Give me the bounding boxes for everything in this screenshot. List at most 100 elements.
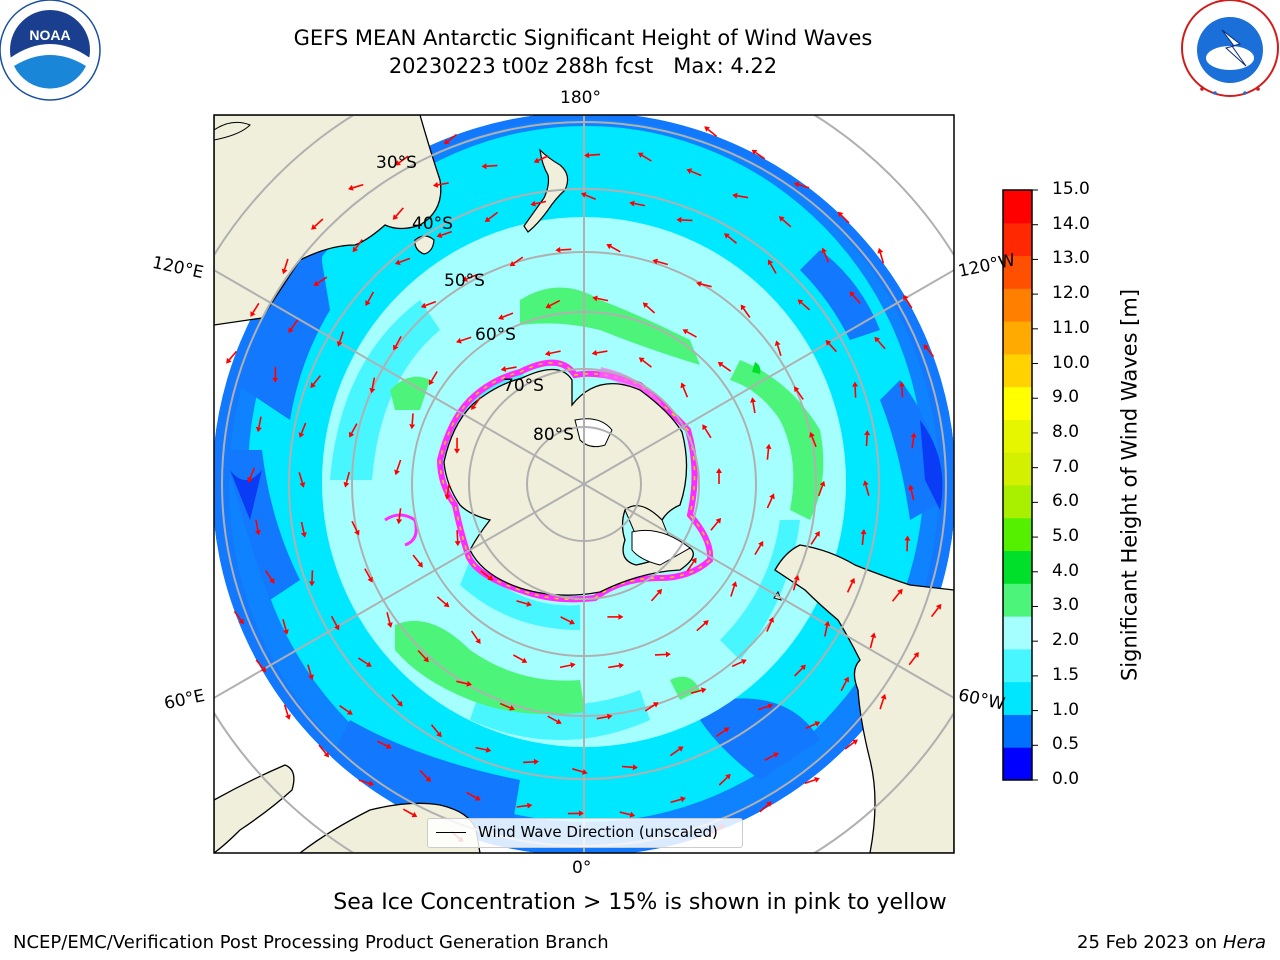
wind-arrow-shaft	[282, 619, 287, 631]
wind-arrow-shaft	[358, 779, 370, 785]
wind-arrow-head	[910, 432, 917, 438]
wind-arrow-head	[255, 529, 261, 536]
wind-arrow-head	[443, 138, 450, 145]
wind-arrow-head	[767, 703, 774, 709]
wind-arrow-head	[527, 802, 533, 809]
wind-arrow-head	[819, 480, 826, 487]
wind-arrow-shaft	[411, 413, 414, 425]
wind-arrow-shaft	[766, 497, 773, 509]
wind-arrow-shaft	[879, 698, 885, 710]
wind-arrow-shaft	[436, 596, 447, 605]
wind-arrow-head	[475, 638, 481, 644]
wind-arrow-shaft	[298, 472, 304, 484]
wind-arrow-shaft	[844, 741, 855, 750]
wind-arrow-head	[686, 168, 693, 174]
wind-arrow-shaft	[650, 592, 660, 602]
wind-arrow-head	[723, 727, 730, 733]
wind-arrow-head	[680, 382, 686, 389]
colorbar-tick-label: 3.0	[1052, 595, 1080, 616]
wind-arrow-head	[837, 211, 844, 218]
wind-arrow-head	[462, 276, 468, 282]
wind-arrow-head	[880, 693, 887, 700]
wind-arrow-head	[825, 340, 832, 346]
wind-arrow-head	[665, 651, 671, 658]
wind-arrow-shaft	[686, 331, 697, 338]
lat-label-80s: 80°S	[533, 425, 574, 445]
wind-arrow-head	[638, 357, 645, 363]
wind-arrow-head	[368, 780, 375, 787]
wind-arrow-head	[570, 662, 576, 668]
colorbar-tick-label: 0.5	[1052, 734, 1080, 755]
noaa-logo: NOAA	[0, 0, 101, 101]
wind-arrow-head	[877, 247, 884, 254]
wind-arrow-head	[903, 294, 909, 301]
wind-arrow-shaft	[596, 350, 608, 354]
wind-arrow-head	[618, 613, 624, 620]
wind-arrow-shaft	[357, 657, 369, 665]
wind-arrow-shaft	[399, 257, 411, 264]
lat-label-40s: 40°S	[412, 214, 453, 234]
wind-arrow-head	[794, 386, 800, 393]
wind-arrow-shaft	[466, 791, 477, 799]
wind-arrow-shaft	[810, 534, 818, 545]
wind-arrow-shaft	[817, 485, 824, 497]
wind-arrow-head	[814, 531, 820, 537]
wind-arrow-head	[700, 687, 707, 694]
colorbar-segment	[1003, 222, 1032, 257]
wind-arrow-head	[569, 619, 575, 625]
wind-arrow-shaft	[314, 218, 324, 227]
wind-arrow-shaft	[905, 298, 913, 309]
wind-arrow-shaft	[766, 621, 773, 632]
wind-arrow-shaft	[727, 235, 738, 244]
wind-arrow-head	[352, 246, 359, 253]
wind-arrow-shaft	[437, 182, 449, 186]
wind-arrow-shaft	[499, 702, 511, 709]
wind-arrow-head	[584, 152, 590, 159]
colorbar-label: Significant Height of Wind Waves [m]	[1117, 288, 1142, 682]
wind-arrow-head	[860, 529, 867, 535]
wind-arrow-shaft	[840, 680, 848, 692]
colorbar-segment	[1003, 583, 1032, 617]
wind-arrow-shaft	[345, 471, 351, 483]
colorbar-tick-label: 4.0	[1052, 560, 1080, 581]
colorbar-tick-label: 12.0	[1052, 283, 1090, 304]
wind-arrow-shaft	[441, 230, 452, 236]
wind-arrow-shaft	[516, 600, 528, 605]
wind-arrow-shaft	[505, 366, 517, 370]
lon-label-0: 0°	[572, 858, 592, 878]
wind-arrow-shaft	[865, 484, 870, 496]
wind-arrow-head	[260, 666, 267, 673]
wind-arrow-shaft	[488, 211, 499, 220]
wind-arrow-shaft	[473, 396, 482, 407]
wind-arrow-head	[843, 676, 849, 683]
date-text: 25 Feb 2023 on Hera	[1077, 932, 1266, 953]
wind-arrow-head	[656, 588, 663, 595]
wind-arrow-head	[409, 424, 416, 430]
wind-arrow-shaft	[811, 436, 817, 448]
wind-arrow-head	[821, 247, 827, 254]
wind-arrow-head	[765, 443, 772, 450]
wind-arrow-head	[336, 341, 343, 347]
wind-arrow-shaft	[877, 339, 886, 350]
wind-arrow-head	[578, 810, 584, 817]
wind-arrow-head	[456, 337, 462, 344]
wind-arrow-shaft	[417, 649, 427, 660]
wind-arrow-head	[366, 661, 372, 667]
wind-arrow-shaft	[641, 154, 652, 162]
wind-arrow-head	[767, 259, 774, 266]
colorbar-tick-label: 6.0	[1052, 491, 1080, 512]
wind-arrow-shaft	[376, 740, 388, 747]
colorbar-segment	[1003, 747, 1032, 781]
wind-arrow-shaft	[757, 705, 769, 711]
wind-arrow-head	[288, 327, 294, 333]
colorbar-segment	[1003, 485, 1032, 519]
wind-arrow-shaft	[700, 283, 712, 288]
wind-arrow-shaft	[513, 654, 524, 662]
wind-arrow-shaft	[560, 248, 572, 251]
colorbar-segment	[1003, 190, 1032, 224]
wind-arrow-shaft	[755, 151, 766, 160]
wind-arrow-head	[272, 377, 279, 383]
wind-arrow-head	[396, 518, 403, 525]
wind-arrow-head	[411, 811, 418, 818]
wind-arrow-shaft	[351, 520, 358, 532]
